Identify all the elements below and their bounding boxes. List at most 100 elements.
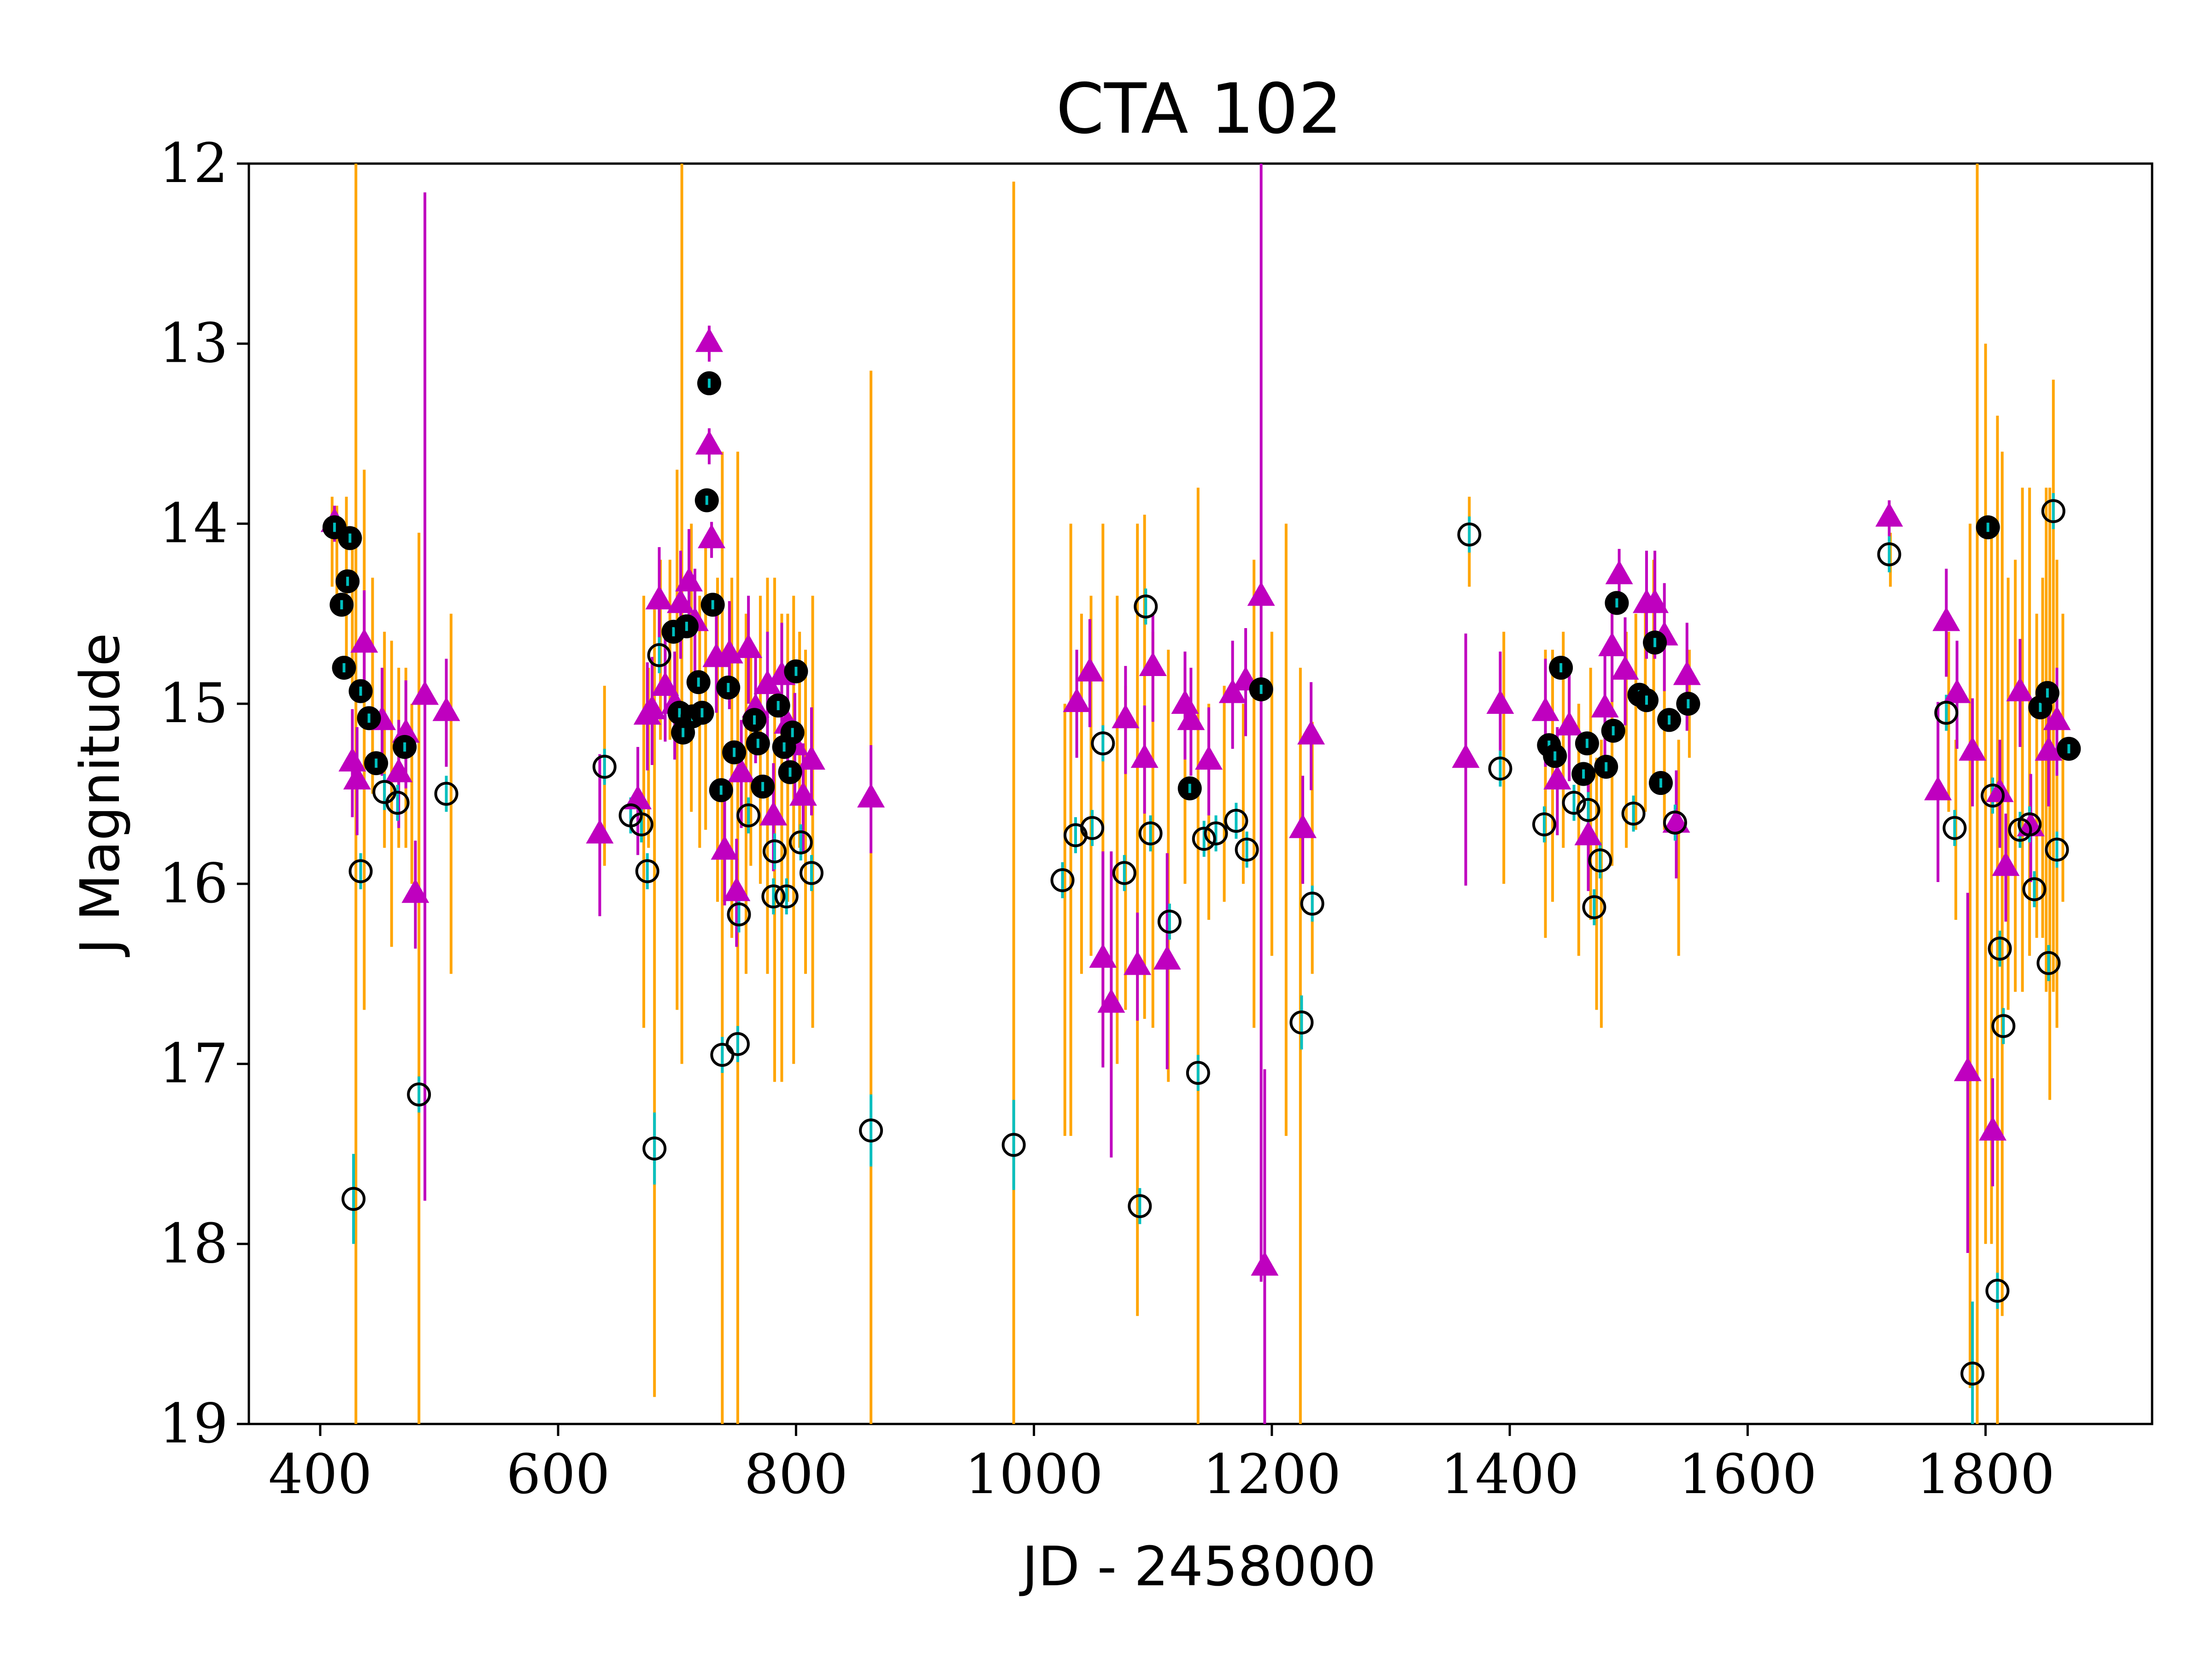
triangle-marker <box>711 835 739 860</box>
triangle-marker <box>350 628 378 653</box>
open-circle-marker <box>1457 522 1482 547</box>
triangle-marker <box>675 567 703 592</box>
triangle-marker <box>1288 814 1317 838</box>
x-tick-label: 600 <box>506 1442 610 1506</box>
open-circle-marker <box>1192 827 1216 851</box>
open-circle-marker <box>1091 731 1115 756</box>
open-circle-marker <box>1985 1278 2010 1303</box>
open-circle-marker <box>1576 798 1600 822</box>
triangle-marker <box>1251 1251 1279 1276</box>
triangle-marker <box>1875 502 1903 527</box>
triangle-marker <box>1574 821 1602 846</box>
triangle-marker <box>1076 657 1104 682</box>
open-circle-marker <box>1621 801 1646 826</box>
triangle-marker <box>1247 582 1275 606</box>
triangle-marker <box>1959 736 1987 761</box>
triangle-marker <box>385 758 413 782</box>
y-tick-label: 18 <box>159 1212 228 1275</box>
open-circle-marker <box>407 1082 431 1106</box>
triangle-marker <box>797 745 825 770</box>
triangle-marker <box>1195 745 1223 770</box>
open-circle-marker <box>774 884 799 909</box>
y-axis: 12 13 14 15 16 17 18 19 <box>159 131 249 1455</box>
open-circle-marker <box>348 859 373 883</box>
open-circle-marker <box>1289 1010 1314 1035</box>
open-circle-marker <box>642 1136 667 1161</box>
x-axis-label: JD - 2458000 <box>1019 1535 1377 1598</box>
triangle-marker <box>1112 704 1140 729</box>
triangle-marker <box>624 785 652 810</box>
open-circle-marker <box>1204 821 1228 846</box>
triangle-marker <box>1591 693 1619 718</box>
open-circle-marker <box>725 1032 750 1056</box>
open-circle-marker <box>1488 756 1512 781</box>
open-circle-marker <box>1588 848 1612 873</box>
triangle-marker <box>789 781 817 806</box>
markers-layer <box>320 328 2081 1386</box>
x-tick-label: 1000 <box>965 1442 1103 1506</box>
open-circle-marker <box>635 859 659 883</box>
x-tick-label: 1200 <box>1203 1442 1341 1506</box>
triangle-marker <box>1486 689 1514 714</box>
open-circle-marker <box>629 812 653 836</box>
open-circle-marker <box>1934 700 1959 725</box>
triangle-marker <box>1452 743 1480 768</box>
triangle-marker <box>1153 945 1181 970</box>
open-circle-marker <box>1157 909 1182 934</box>
triangle-marker <box>753 670 782 694</box>
open-circle-marker <box>1138 821 1163 846</box>
open-circle-marker <box>1942 816 1967 840</box>
triangle-marker <box>727 758 755 782</box>
open-circle-marker <box>1080 816 1105 840</box>
triangle-marker <box>857 783 885 808</box>
open-circle-marker <box>647 643 671 667</box>
triangle-marker <box>1605 560 1633 584</box>
open-circle-marker <box>1532 812 1556 836</box>
triangle-marker <box>2035 736 2063 761</box>
open-circle-marker <box>1981 783 2005 808</box>
open-circle-marker <box>1960 1361 1985 1386</box>
triangle-marker <box>1139 652 1167 676</box>
open-circle-marker <box>2036 951 2061 975</box>
open-circle-marker <box>434 782 459 806</box>
triangle-marker <box>1924 776 1952 800</box>
triangle-marker <box>1089 943 1117 968</box>
triangle-marker <box>1177 706 1205 730</box>
triangle-marker <box>1943 679 1971 703</box>
plot-frame <box>247 162 2153 1425</box>
y-tick-label: 12 <box>159 131 228 195</box>
open-circle-marker <box>859 1118 883 1143</box>
triangle-marker <box>1992 852 2020 876</box>
triangle-marker <box>1297 720 1325 745</box>
triangle-marker <box>1598 632 1626 657</box>
triangle-marker <box>1611 655 1639 680</box>
triangle-marker <box>735 634 763 658</box>
triangle-marker <box>2043 706 2071 730</box>
open-circle-marker <box>1134 594 1158 619</box>
triangle-marker <box>1932 606 1960 631</box>
open-circle-marker <box>1186 1061 1210 1085</box>
open-circle-marker <box>1582 895 1606 919</box>
open-circle-marker <box>1224 809 1248 833</box>
open-circle-marker <box>341 1187 366 1211</box>
y-tick-label: 19 <box>159 1392 228 1455</box>
triangle-marker <box>645 585 673 610</box>
open-circle-marker <box>2022 877 2047 901</box>
triangle-marker <box>1097 988 1125 1013</box>
triangle-marker <box>1641 588 1669 613</box>
triangle-marker <box>1979 1116 2007 1141</box>
y-tick-label: 14 <box>159 491 228 555</box>
y-tick-label: 13 <box>159 312 228 375</box>
open-circle-marker <box>2041 499 2065 524</box>
triangle-marker <box>432 697 460 721</box>
open-circle-marker <box>1050 868 1075 893</box>
triangle-marker <box>338 747 366 772</box>
triangle-marker <box>698 524 726 548</box>
x-tick-label: 800 <box>744 1442 848 1506</box>
x-tick-label: 1800 <box>1916 1442 2054 1506</box>
open-circle-marker <box>736 803 761 828</box>
open-circle-marker <box>1300 891 1324 916</box>
open-circle-marker <box>1562 791 1586 815</box>
triangle-marker <box>1543 765 1571 790</box>
